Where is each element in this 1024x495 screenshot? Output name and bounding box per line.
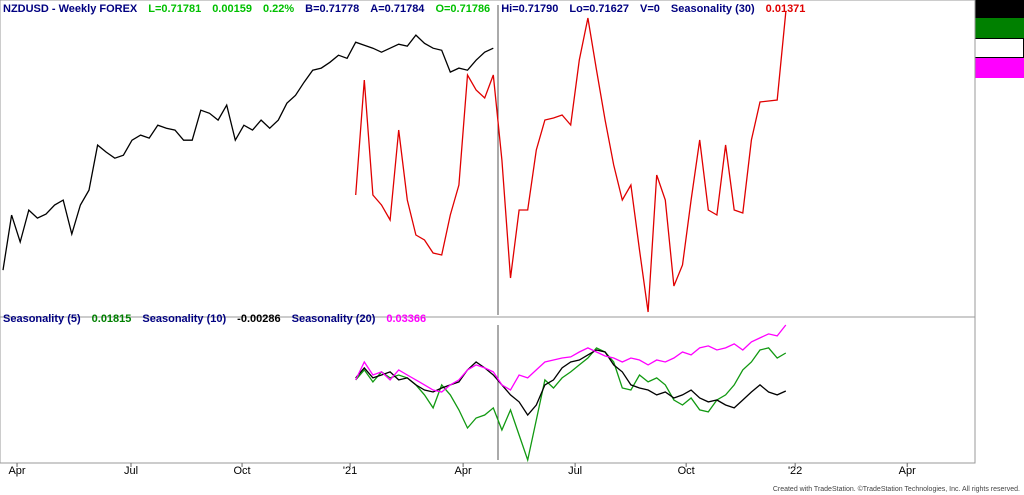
x-tick-label: Oct — [678, 465, 695, 477]
legend-value: 0.01815 — [91, 313, 132, 325]
legend-value: 0.01371 — [765, 3, 806, 15]
series-line — [355, 347, 787, 463]
x-tick-label: Jul — [568, 465, 582, 477]
header-item: B=0.71778 — [305, 3, 360, 15]
header-item: 0.00159 — [212, 3, 252, 15]
header-item: Lo=0.71627 — [569, 3, 629, 15]
legend-value: -0.00286 — [237, 313, 281, 325]
x-tick-label: Jul — [124, 465, 138, 477]
x-tick-label: Oct — [233, 465, 250, 477]
header-item: NZDUSD - Weekly FOREX — [3, 3, 138, 15]
x-tick-label: '21 — [343, 465, 357, 477]
header-bottom: Seasonality (5) 0.01815 Seasonality (10) -0… — [3, 313, 426, 325]
legend-name: Seasonality (30) — [670, 3, 755, 15]
series-line — [355, 349, 787, 417]
header-item: V=0 — [640, 3, 660, 15]
header-item: A=0.71784 — [370, 3, 425, 15]
series-line — [355, 324, 787, 393]
series-line — [355, 11, 787, 313]
series-line — [2, 34, 494, 271]
header-item: L=0.71781 — [148, 3, 202, 15]
header-item: O=0.71786 — [435, 3, 491, 15]
header-item: 0.22% — [262, 3, 295, 15]
x-tick-label: Apr — [8, 465, 25, 477]
legend-value: 0.03366 — [386, 313, 427, 325]
footer: Created with TradeStation. ©TradeStation… — [772, 486, 1020, 493]
x-tick-label: Apr — [455, 465, 472, 477]
x-tick-label: '22 — [788, 465, 802, 477]
legend-name: Seasonality (10) — [142, 313, 227, 325]
header-item: Hi=0.71790 — [501, 3, 559, 15]
x-tick-label: Apr — [899, 465, 916, 477]
legend-name: Seasonality (5) — [3, 313, 81, 325]
legend-name: Seasonality (20) — [291, 313, 376, 325]
header-top: NZDUSD - Weekly FOREX L=0.71781 0.00159 0.2… — [3, 3, 805, 15]
plot-frame — [0, 0, 976, 464]
